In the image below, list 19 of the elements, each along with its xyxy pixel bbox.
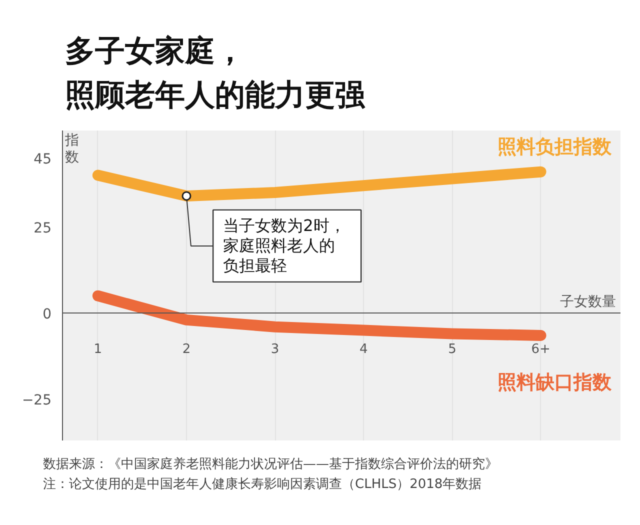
y-tick-label: −25 — [22, 392, 52, 409]
x-tick-label: 6+ — [531, 342, 550, 358]
x-tick-label: 4 — [360, 342, 368, 358]
y-tick-label: 25 — [34, 220, 52, 236]
y-tick-label: 0 — [42, 306, 52, 323]
source-note: 数据来源：《中国家庭养老照料能力状况评估——基于指数综合评价法的研究》 — [43, 457, 498, 472]
chart-subtitle: 照顾老年人的能力更强 — [65, 78, 365, 113]
x-axis-title: 子女数量 — [560, 294, 616, 310]
y-tick-label: 45 — [34, 152, 52, 168]
x-tick-label: 1 — [94, 342, 102, 358]
text: 注：论文使用的是中国老年人健康长寿影响因素调查（CLHLS）2018年数据 — [43, 477, 482, 492]
x-tick-label: 2 — [182, 342, 191, 358]
series-label: 照料负担指数 — [498, 136, 613, 158]
chart-title: 多子女家庭， — [65, 34, 245, 69]
series-label: 照料缺口指数 — [498, 371, 613, 394]
x-tick-label: 3 — [270, 342, 280, 358]
y-axis-title: 指数 — [64, 132, 80, 166]
x-tick-label: 5 — [448, 342, 456, 358]
annotation: 当子女数为2时，家庭照料老人的负担最轻 — [223, 216, 346, 275]
